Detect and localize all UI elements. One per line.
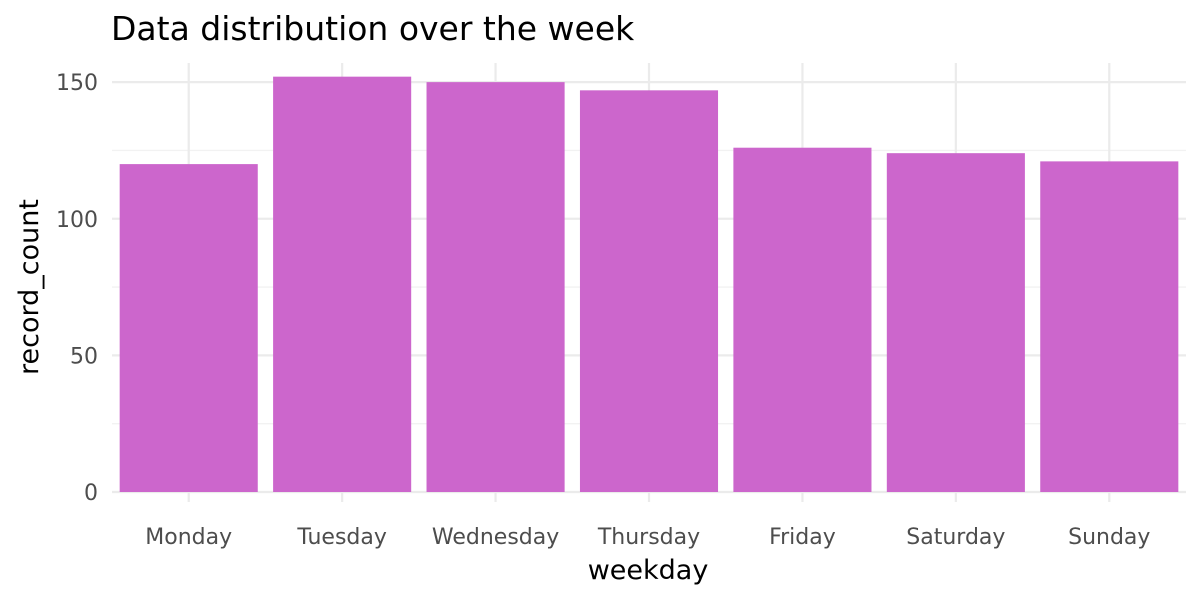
bar-saturday [886, 153, 1025, 492]
x-axis-tick-labels: Monday Tuesday Wednesday Thursday Friday Satu… [145, 525, 1150, 550]
x-tick-label: Monday [145, 525, 232, 550]
bar-thursday [579, 90, 719, 493]
y-axis-title: record_count [14, 199, 45, 375]
bar-friday [733, 147, 872, 492]
bar-wednesday [426, 82, 565, 493]
y-tick-label: 150 [56, 71, 98, 96]
x-tick-label: Sunday [1068, 525, 1150, 550]
y-axis-tick-labels: 0 50 100 150 [56, 71, 98, 506]
bar-monday [119, 164, 258, 492]
x-tick-label: Tuesday [296, 525, 387, 550]
x-axis-title: weekday [588, 555, 709, 586]
bar-sunday [1040, 161, 1179, 492]
chart-title: Data distribution over the week [111, 9, 635, 48]
y-tick-label: 50 [70, 344, 98, 369]
bar-tuesday [273, 76, 412, 493]
x-tick-label: Saturday [906, 525, 1005, 550]
x-tick-label: Wednesday [432, 525, 559, 550]
x-tick-label: Friday [769, 525, 836, 550]
y-tick-label: 0 [84, 481, 98, 506]
y-tick-label: 100 [56, 208, 98, 233]
x-tick-label: Thursday [597, 525, 700, 550]
bars [119, 76, 1179, 493]
